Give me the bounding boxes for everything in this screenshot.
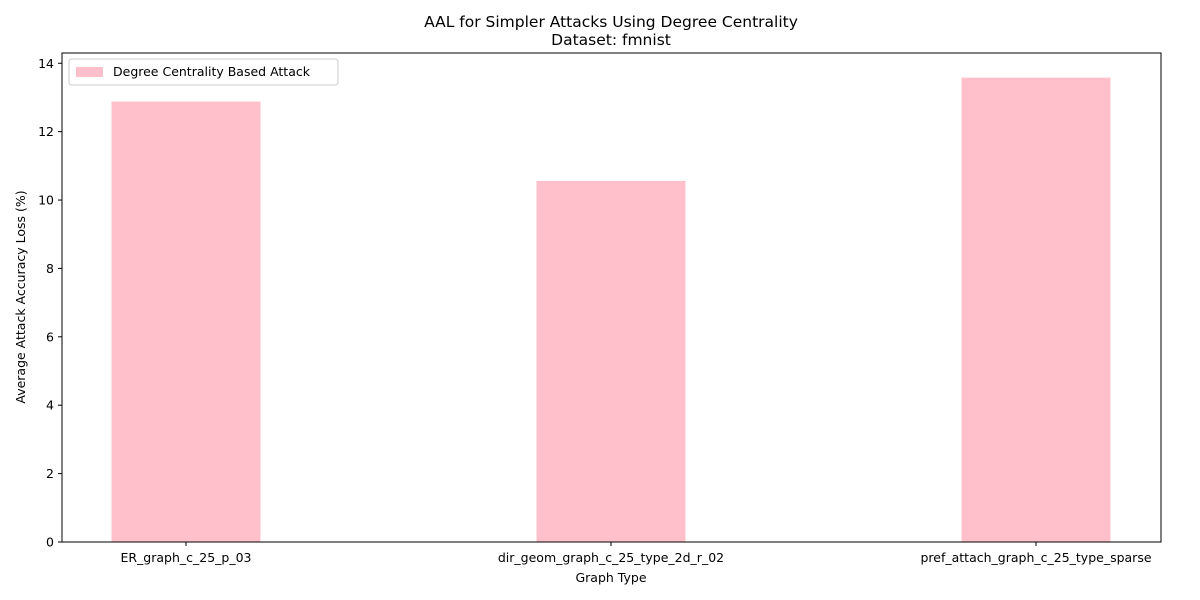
bar	[961, 77, 1111, 543]
y-tick-label: 0	[46, 535, 54, 550]
x-tick-label: pref_attach_graph_c_25_type_sparse	[920, 550, 1151, 565]
y-tick-label: 10	[38, 193, 54, 208]
y-axis-label: Average Attack Accuracy Loss (%)	[13, 190, 28, 403]
legend-frame	[68, 58, 339, 86]
legend-swatch	[76, 67, 103, 77]
title-group: AAL for Simpler Attacks Using Degree Cen…	[424, 13, 798, 49]
x-tick-label: dir_geom_graph_c_25_type_2d_r_02	[498, 550, 724, 565]
bar	[111, 101, 261, 542]
legend: Degree Centrality Based Attack	[68, 58, 339, 86]
x-axis-label: Graph Type	[575, 570, 646, 585]
bars-group	[111, 77, 1111, 543]
chart-subtitle: Dataset: fmnist	[551, 31, 671, 49]
y-tick-label: 14	[38, 56, 54, 71]
y-tick-label: 6	[46, 329, 54, 344]
ticks-group: 0 2 4 6 8 10 12 14 ER_graph_c_25_p_03 dir_geom_gr…	[38, 56, 1152, 565]
y-tick-label: 12	[38, 124, 54, 139]
x-tick-label: ER_graph_c_25_p_03	[120, 550, 251, 565]
bar	[536, 180, 686, 542]
legend-label: Degree Centrality Based Attack	[113, 64, 311, 79]
chart-title: AAL for Simpler Attacks Using Degree Cen…	[424, 13, 798, 31]
y-tick-label: 8	[46, 261, 54, 276]
y-tick-label: 4	[46, 398, 54, 413]
y-tick-label: 2	[46, 466, 54, 481]
